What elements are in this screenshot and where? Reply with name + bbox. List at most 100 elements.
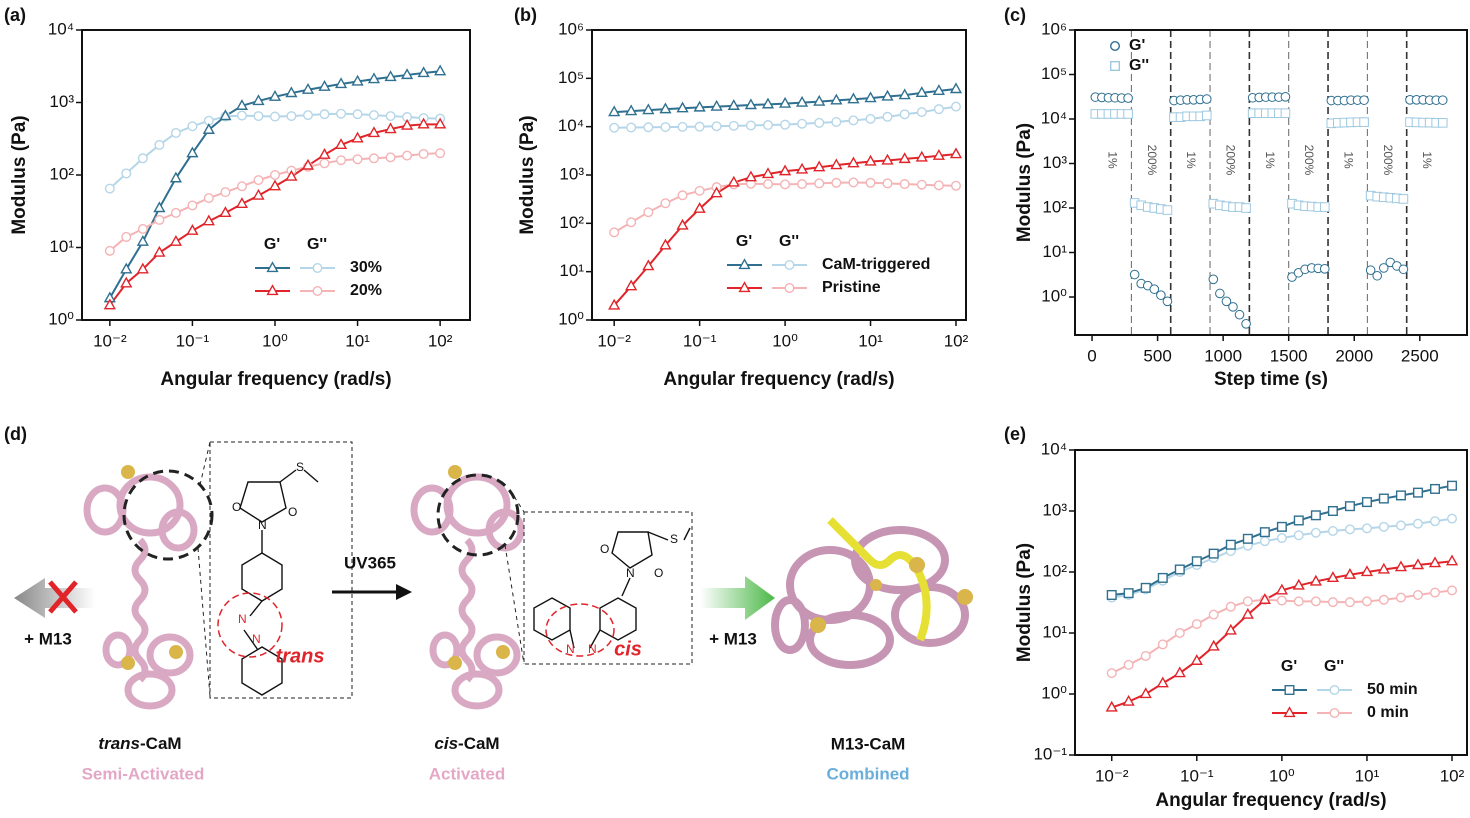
- y-axis-label: Modulus (Pa): [1014, 543, 1035, 662]
- data-point: [813, 160, 826, 172]
- data-line: [613, 153, 957, 307]
- data-point: [1395, 520, 1406, 531]
- x-tick-label: 10⁻¹: [1180, 766, 1214, 785]
- data-point: [727, 99, 740, 110]
- legend-swatch: [312, 286, 323, 297]
- data-point: [864, 154, 877, 166]
- atom: N: [252, 632, 261, 646]
- legend-swatch: [1329, 685, 1340, 696]
- data-point: [915, 86, 928, 98]
- data-point: [219, 206, 232, 218]
- data-point: [400, 68, 414, 80]
- highlight-circle: [436, 473, 520, 557]
- data-point: [1191, 619, 1202, 630]
- data-point: [235, 197, 249, 208]
- data-point: [1378, 493, 1389, 504]
- data-point: [253, 111, 264, 122]
- data-point: [608, 105, 621, 117]
- x-tick-label: 10⁰: [772, 331, 798, 350]
- y-tick-label: 10⁵: [558, 68, 584, 87]
- data-point: [120, 262, 133, 274]
- data-point: [761, 167, 775, 179]
- data-point: [1359, 95, 1369, 105]
- peptide: [827, 517, 931, 642]
- x-tick-label: 10⁻¹: [176, 331, 210, 350]
- data-point: [253, 175, 264, 186]
- data-point: [676, 101, 689, 113]
- data-point: [1398, 264, 1409, 275]
- x-tick-label: 10¹: [858, 331, 883, 350]
- plot-frame: [1074, 29, 1468, 336]
- legend-header: G': [1281, 658, 1297, 675]
- data-point: [642, 259, 655, 271]
- data-point: [1292, 578, 1305, 590]
- data-point: [1225, 601, 1236, 612]
- panel-label: (d): [4, 424, 27, 444]
- data-point: [104, 245, 115, 256]
- data-point: [1208, 609, 1219, 620]
- data-point: [865, 113, 876, 124]
- data-point: [1106, 589, 1117, 600]
- data-point: [933, 104, 944, 115]
- data-point: [677, 121, 688, 132]
- x-tick-label: 10⁻²: [1095, 766, 1129, 785]
- data-point: [187, 200, 198, 211]
- caption: M13-CaM: [831, 734, 906, 753]
- data-point: [744, 98, 757, 110]
- data-point: [1365, 265, 1376, 276]
- data-point: [1276, 521, 1287, 532]
- data-point: [384, 70, 397, 82]
- caption-italic: cis: [434, 734, 458, 753]
- data-point: [642, 103, 655, 115]
- x-tick-label: 10¹: [345, 331, 370, 350]
- data-point: [1123, 659, 1134, 670]
- data-point: [1275, 583, 1288, 595]
- data-point: [778, 164, 792, 176]
- data-point: [186, 224, 199, 235]
- data-point: [154, 214, 165, 225]
- atom: O: [232, 500, 241, 514]
- data-point: [417, 117, 430, 129]
- cross: [48, 580, 78, 614]
- ion: [121, 465, 135, 479]
- data-point: [814, 117, 825, 128]
- data-point: [643, 207, 654, 218]
- data-point: [1225, 539, 1236, 550]
- data-point: [848, 177, 859, 188]
- data-point: [203, 193, 214, 204]
- y-tick-label: 10³: [559, 164, 584, 183]
- data-point: [949, 147, 963, 159]
- data-point: [1224, 623, 1237, 635]
- data-point: [1327, 506, 1338, 517]
- data-point: [847, 156, 860, 168]
- data-point: [269, 111, 280, 122]
- data-point: [301, 83, 315, 94]
- data-point: [137, 223, 148, 234]
- data-point: [1344, 597, 1355, 608]
- data-point: [1259, 527, 1270, 538]
- data-point: [368, 153, 379, 164]
- legend-label: 0 min: [1367, 704, 1409, 721]
- y-tick-label: 10²: [559, 213, 584, 232]
- data-point: [1327, 526, 1338, 537]
- step-label: 1%: [1263, 151, 1277, 169]
- atom: N: [238, 612, 247, 626]
- data-point: [797, 118, 808, 129]
- reagent-label: + M13: [709, 629, 757, 648]
- atom: O: [288, 505, 297, 519]
- data-point: [435, 148, 446, 159]
- data-point: [1234, 309, 1245, 320]
- data-point: [1276, 533, 1287, 544]
- data-line: [109, 123, 441, 306]
- data-point: [1394, 560, 1408, 572]
- data-point: [418, 148, 429, 159]
- data-point: [153, 245, 166, 257]
- data-point: [1343, 568, 1357, 579]
- y-axis-label: Modulus (Pa): [517, 115, 538, 234]
- azo-highlight: [545, 603, 615, 657]
- data-point: [1221, 296, 1232, 307]
- data-point: [950, 101, 961, 112]
- step-label: 200%: [1145, 145, 1159, 176]
- data-point: [1123, 588, 1134, 599]
- data-point: [1447, 585, 1458, 596]
